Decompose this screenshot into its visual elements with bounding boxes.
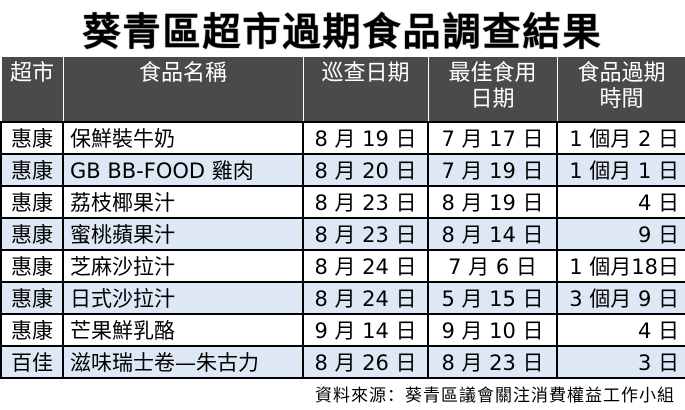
table-header-row: 超市 食品名稱 巡查日期 最佳食用 日期 食品過期 時間 xyxy=(0,56,685,123)
cell-store: 惠康 xyxy=(0,249,64,283)
cell-overdue: 1 個月18日 xyxy=(556,249,685,283)
cell-overdue: 4 日 xyxy=(556,185,685,219)
cell-best-before: 9 月 10 日 xyxy=(427,313,558,347)
header-best-before: 最佳食用 日期 xyxy=(427,56,558,123)
table-row: 惠康 日式沙拉汁 8 月 24 日 5 月 15 日 3 個月 9 日 xyxy=(0,281,685,315)
cell-inspect-date: 8 月 19 日 xyxy=(302,121,429,155)
cell-food: 芒果鮮乳酪 xyxy=(62,313,304,347)
cell-inspect-date: 8 月 24 日 xyxy=(302,249,429,283)
source-note: 資料來源：葵青區議會關注消費權益工作小組 xyxy=(315,386,675,406)
cell-inspect-date: 8 月 20 日 xyxy=(302,153,429,187)
cell-store: 惠康 xyxy=(0,217,64,251)
cell-food: 蜜桃蘋果汁 xyxy=(62,217,304,251)
table-row: 百佳 滋味瑞士卷—朱古力 8 月 26 日 8 月 23 日 3 日 xyxy=(0,345,685,379)
table-row: 惠康 保鮮裝牛奶 8 月 19 日 7 月 17 日 1 個月 2 日 xyxy=(0,121,685,155)
cell-best-before: 8 月 14 日 xyxy=(427,217,558,251)
header-best-before-line1: 最佳食用 xyxy=(448,61,537,86)
cell-best-before: 7 月 17 日 xyxy=(427,121,558,155)
cell-food: 滋味瑞士卷—朱古力 xyxy=(62,345,304,379)
cell-best-before: 8 月 23 日 xyxy=(427,345,558,379)
table-row: 惠康 荔枝椰果汁 8 月 23 日 8 月 19 日 4 日 xyxy=(0,185,685,219)
header-inspect-date: 巡查日期 xyxy=(302,56,429,123)
cell-store: 惠康 xyxy=(0,121,64,155)
cell-best-before: 7 月 6 日 xyxy=(427,249,558,283)
page-title: 葵青區超市過期食品調查結果 xyxy=(82,9,603,54)
cell-food: GB BB-FOOD 雞肉 xyxy=(62,153,304,187)
cell-store: 惠康 xyxy=(0,185,64,219)
header-food: 食品名稱 xyxy=(62,56,304,123)
cell-overdue: 9 日 xyxy=(556,217,685,251)
cell-store: 惠康 xyxy=(0,313,64,347)
header-best-before-line2: 日期 xyxy=(470,87,515,112)
cell-inspect-date: 8 月 23 日 xyxy=(302,185,429,219)
cell-inspect-date: 8 月 23 日 xyxy=(302,217,429,251)
cell-inspect-date: 8 月 24 日 xyxy=(302,281,429,315)
header-overdue-line2: 時間 xyxy=(599,87,644,112)
cell-food: 保鮮裝牛奶 xyxy=(62,121,304,155)
cell-best-before: 8 月 19 日 xyxy=(427,185,558,219)
cell-overdue: 3 個月 9 日 xyxy=(556,281,685,315)
table-row: 惠康 GB BB-FOOD 雞肉 8 月 20 日 7 月 19 日 1 個月 … xyxy=(0,153,685,187)
header-overdue: 食品過期 時間 xyxy=(556,56,685,123)
table-row: 惠康 蜜桃蘋果汁 8 月 23 日 8 月 14 日 9 日 xyxy=(0,217,685,251)
cell-food: 荔枝椰果汁 xyxy=(62,185,304,219)
cell-inspect-date: 9 月 14 日 xyxy=(302,313,429,347)
cell-store: 百佳 xyxy=(0,345,64,379)
cell-inspect-date: 8 月 26 日 xyxy=(302,345,429,379)
results-table: 超市 食品名稱 巡查日期 最佳食用 日期 食品過期 時間 惠康 保鮮裝牛奶 8 … xyxy=(0,56,685,379)
cell-food: 芝麻沙拉汁 xyxy=(62,249,304,283)
header-overdue-line1: 食品過期 xyxy=(577,61,666,86)
cell-food: 日式沙拉汁 xyxy=(62,281,304,315)
cell-overdue: 1 個月 1 日 xyxy=(556,153,685,187)
cell-overdue: 4 日 xyxy=(556,313,685,347)
cell-best-before: 5 月 15 日 xyxy=(427,281,558,315)
cell-overdue: 1 個月 2 日 xyxy=(556,121,685,155)
table-row: 惠康 芝麻沙拉汁 8 月 24 日 7 月 6 日 1 個月18日 xyxy=(0,249,685,283)
header-store: 超市 xyxy=(0,56,64,123)
cell-overdue: 3 日 xyxy=(556,345,685,379)
cell-store: 惠康 xyxy=(0,153,64,187)
table-row: 惠康 芒果鮮乳酪 9 月 14 日 9 月 10 日 4 日 xyxy=(0,313,685,347)
cell-best-before: 7 月 19 日 xyxy=(427,153,558,187)
cell-store: 惠康 xyxy=(0,281,64,315)
